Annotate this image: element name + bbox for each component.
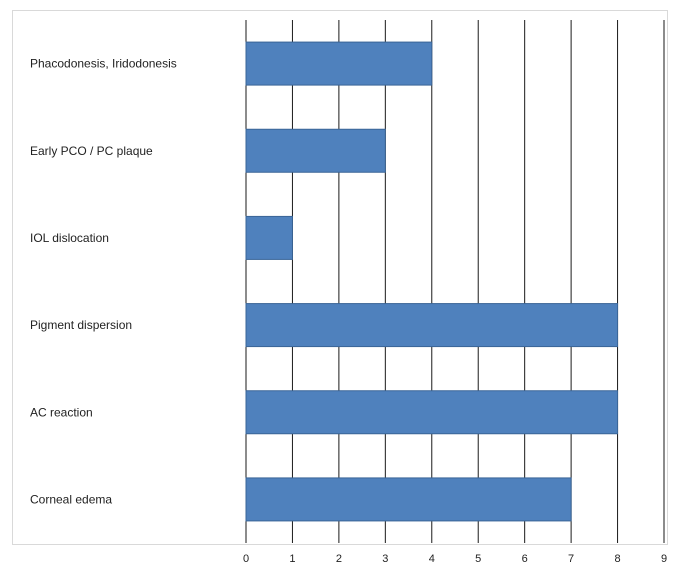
x-tick-label: 8 [614,553,620,565]
x-tick-label: 2 [336,553,342,565]
category-label: Pigment dispersion [30,318,132,332]
x-tick-label: 3 [382,553,388,565]
grid-lines [245,20,665,543]
bar [245,477,572,522]
x-tick-label: 7 [568,553,574,565]
category-label: AC reaction [30,405,93,419]
category-label: IOL dislocation [30,231,109,245]
category-labels: Phacodonesis, Iridodonesis Early PCO / PC… [30,57,177,507]
bar [245,303,619,348]
chart-frame [12,10,668,545]
bar [245,390,619,435]
category-label: Corneal edema [30,492,112,506]
x-tick-label: 5 [475,553,481,565]
x-tick-label: 1 [289,553,295,565]
category-label: Early PCO / PC plaque [30,144,153,158]
bar [245,215,293,260]
bar [245,41,433,86]
x-tick-label: 9 [661,553,667,565]
category-label: Phacodonesis, Iridodonesis [30,57,177,71]
x-tick-label: 6 [522,553,528,565]
x-tick-label: 4 [429,553,435,565]
bars [245,41,619,522]
bar [245,128,386,173]
x-tick-labels: 0 1 2 3 4 5 6 7 8 9 [243,553,667,565]
x-tick-label: 0 [243,553,249,565]
